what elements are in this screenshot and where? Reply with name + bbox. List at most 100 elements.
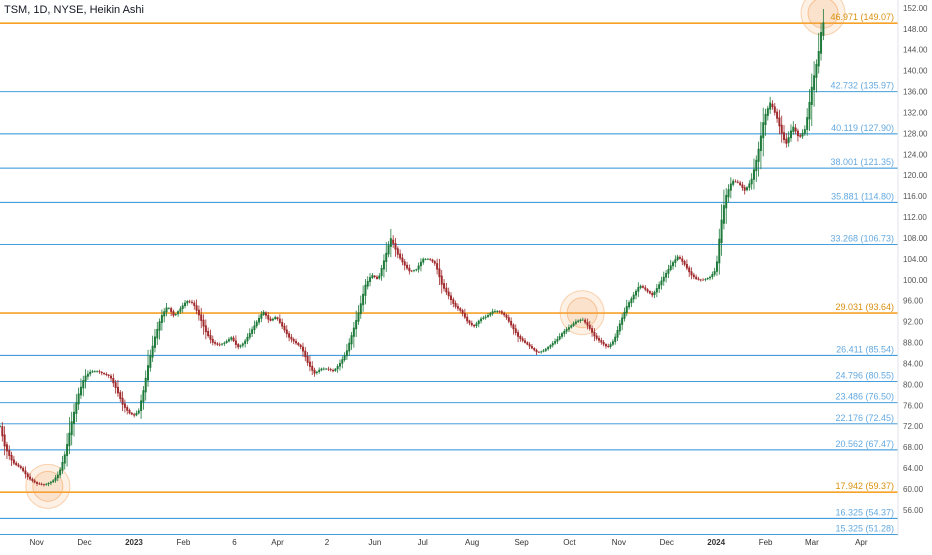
candle-body	[713, 271, 716, 275]
x-tick-label: Oct	[563, 538, 576, 547]
candle-body	[258, 317, 261, 323]
candle-body	[281, 322, 284, 327]
candle-body	[253, 325, 256, 331]
candle-body	[218, 344, 221, 346]
candle-body	[251, 329, 254, 334]
candle-body	[750, 178, 753, 185]
candle-body	[588, 324, 591, 329]
candle-body	[436, 263, 439, 270]
candle-body	[584, 319, 587, 323]
candle-body	[387, 245, 390, 255]
candle-body	[207, 330, 210, 336]
candle-body	[711, 274, 714, 278]
candle-body	[651, 293, 654, 296]
candle-body	[667, 269, 670, 274]
candle-body	[484, 316, 487, 318]
candle-body	[720, 219, 723, 244]
candle-body	[179, 308, 182, 312]
candle-body	[741, 184, 744, 188]
candle-body	[334, 368, 337, 371]
candle-body	[142, 390, 145, 403]
candle-body	[466, 316, 469, 322]
candle-body	[119, 392, 122, 399]
candle-body	[426, 258, 429, 260]
candle-body	[255, 321, 258, 327]
candle-body	[290, 336, 293, 340]
candle-body	[475, 323, 478, 327]
candle-body	[429, 258, 432, 260]
candle-body	[382, 260, 385, 270]
candle-body	[641, 286, 644, 288]
candle-body	[632, 294, 635, 300]
candle-body	[165, 307, 168, 313]
candle-body	[193, 302, 196, 306]
candle-body	[322, 368, 325, 370]
candle-body	[77, 393, 80, 405]
x-tick-label: Jun	[368, 538, 381, 547]
candle-body	[521, 338, 524, 341]
candle-body	[15, 462, 18, 466]
candle-body	[773, 106, 776, 113]
candle-body	[244, 340, 247, 344]
candle-body	[581, 319, 584, 321]
y-tick-label: 100.00	[903, 276, 928, 285]
candle-body	[237, 344, 240, 348]
candle-body	[325, 368, 328, 370]
candle-body	[327, 368, 330, 370]
candle-body	[66, 444, 69, 457]
candle-body	[12, 459, 15, 464]
y-tick-label: 72.00	[903, 422, 924, 431]
candle-body	[607, 345, 610, 348]
candle-body	[10, 454, 13, 461]
x-tick-label: 2	[325, 538, 330, 547]
candle-body	[468, 320, 471, 324]
candle-body	[697, 278, 700, 280]
candle-body	[662, 276, 665, 282]
x-tick-label: Feb	[759, 538, 773, 547]
fib-level-label: 29.031 (93.64)	[835, 302, 894, 312]
x-tick-label: Aug	[465, 538, 479, 547]
candle-body	[524, 340, 527, 343]
candle-body	[227, 339, 230, 342]
candle-body	[278, 318, 281, 323]
candle-body	[477, 320, 480, 324]
x-tick-label: Mar	[805, 538, 819, 547]
y-tick-label: 124.00	[903, 150, 928, 159]
candle-body	[320, 368, 323, 371]
candle-body	[415, 269, 418, 271]
x-tick-label: Feb	[177, 538, 191, 547]
candle-body	[558, 336, 561, 340]
candle-body	[806, 117, 809, 130]
candle-body	[350, 335, 353, 345]
x-tick-label: 2024	[707, 538, 725, 547]
candle-body	[114, 382, 117, 388]
candle-body	[422, 258, 425, 263]
candle-body	[232, 337, 235, 342]
candle-body	[392, 239, 395, 244]
candle-body	[174, 314, 177, 315]
candle-body	[170, 308, 173, 312]
candle-body	[796, 130, 799, 137]
candle-body	[364, 284, 367, 296]
candle-body	[470, 322, 473, 326]
candle-body	[225, 341, 228, 343]
candle-body	[480, 318, 483, 322]
candle-body	[621, 317, 624, 325]
candle-body	[486, 315, 489, 317]
candle-body	[0, 426, 1, 427]
candle-body	[271, 318, 274, 321]
candle-body	[528, 344, 531, 347]
chart-header-title: TSM, 1D, NYSE, Heikin Ashi	[4, 4, 144, 16]
candle-body	[100, 372, 103, 374]
candle-body	[549, 345, 552, 348]
candle-body	[510, 320, 513, 326]
fib-level-label: 16.325 (54.37)	[835, 507, 894, 517]
candle-body	[678, 257, 681, 259]
candle-body	[600, 340, 603, 343]
y-tick-label: 92.00	[903, 318, 924, 327]
candle-body	[103, 372, 106, 375]
candle-body	[89, 371, 92, 375]
candle-body	[688, 267, 691, 273]
candle-body	[202, 319, 205, 327]
candle-body	[598, 338, 601, 341]
